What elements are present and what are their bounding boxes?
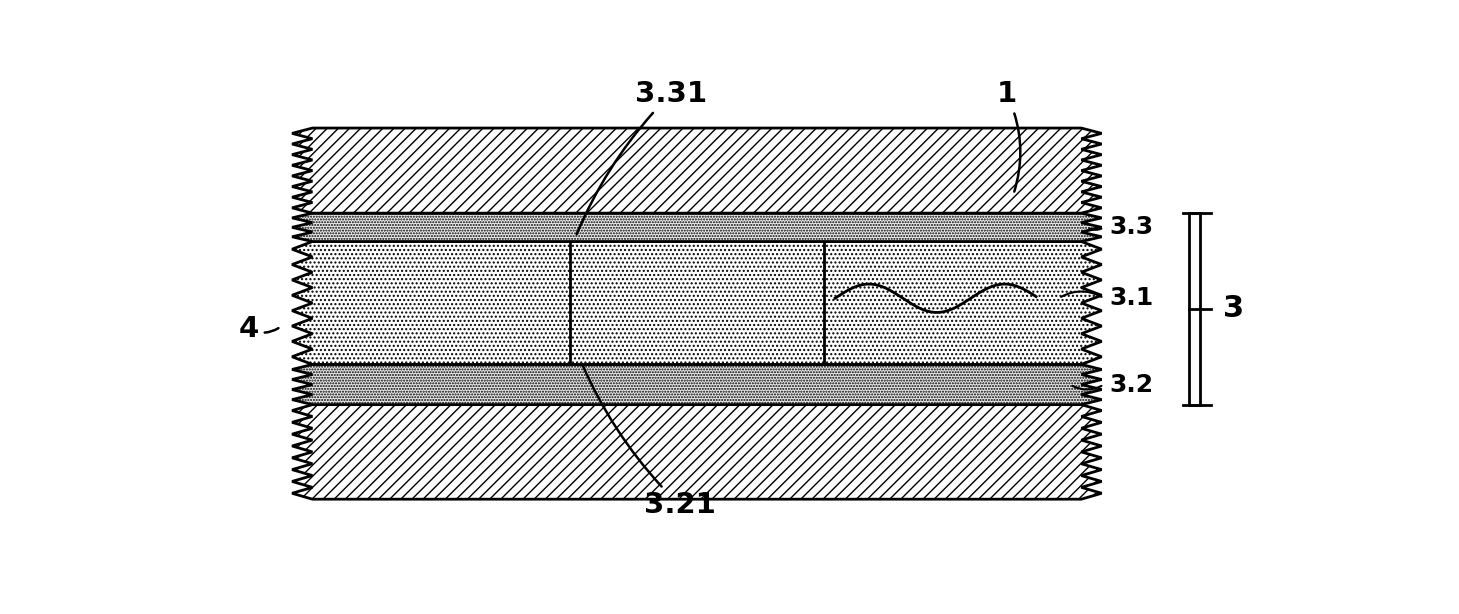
- Text: 1: 1: [996, 80, 1020, 192]
- Polygon shape: [292, 128, 1102, 213]
- Polygon shape: [292, 213, 1102, 241]
- Text: 3.3: 3.3: [1110, 216, 1154, 239]
- Text: 3.31: 3.31: [576, 80, 706, 234]
- Text: 3.2: 3.2: [1110, 373, 1154, 397]
- Text: 3.21: 3.21: [582, 365, 716, 519]
- Text: 4: 4: [239, 315, 279, 343]
- Text: 3.1: 3.1: [1110, 286, 1154, 310]
- Text: 3: 3: [1223, 294, 1243, 324]
- Polygon shape: [292, 365, 1102, 405]
- Polygon shape: [292, 241, 1102, 365]
- Polygon shape: [292, 405, 1102, 499]
